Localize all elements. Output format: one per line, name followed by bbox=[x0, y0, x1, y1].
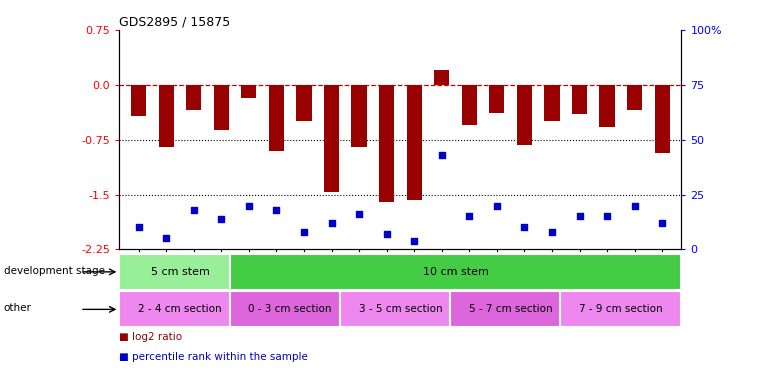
Bar bbox=[600, 85, 614, 127]
Bar bbox=[324, 85, 339, 192]
Text: 10 cm stem: 10 cm stem bbox=[423, 267, 488, 277]
Bar bbox=[351, 85, 367, 147]
Bar bbox=[186, 85, 201, 110]
Point bbox=[380, 231, 393, 237]
FancyBboxPatch shape bbox=[340, 291, 461, 327]
Point bbox=[490, 202, 503, 208]
Point bbox=[601, 213, 613, 219]
Bar bbox=[241, 85, 256, 98]
Point bbox=[298, 229, 310, 235]
Text: 5 cm stem: 5 cm stem bbox=[150, 267, 209, 277]
FancyBboxPatch shape bbox=[229, 291, 351, 327]
Point bbox=[463, 213, 475, 219]
FancyBboxPatch shape bbox=[119, 291, 240, 327]
Bar bbox=[517, 85, 532, 145]
Bar bbox=[544, 85, 560, 122]
Text: ■ percentile rank within the sample: ■ percentile rank within the sample bbox=[119, 352, 308, 363]
Bar bbox=[131, 85, 146, 116]
Point bbox=[408, 238, 420, 244]
Point bbox=[160, 236, 172, 242]
Bar bbox=[489, 85, 504, 112]
Point bbox=[546, 229, 558, 235]
Text: other: other bbox=[4, 303, 32, 313]
Bar bbox=[269, 85, 284, 151]
Point bbox=[326, 220, 338, 226]
Text: development stage: development stage bbox=[4, 266, 105, 276]
Point bbox=[436, 152, 448, 158]
Point bbox=[132, 224, 145, 230]
FancyBboxPatch shape bbox=[561, 291, 681, 327]
Bar bbox=[159, 85, 174, 147]
Text: 5 - 7 cm section: 5 - 7 cm section bbox=[469, 304, 552, 314]
Bar bbox=[379, 85, 394, 202]
Bar bbox=[214, 85, 229, 130]
Bar bbox=[434, 70, 450, 85]
Bar bbox=[407, 85, 422, 200]
Text: 0 - 3 cm section: 0 - 3 cm section bbox=[249, 304, 332, 314]
Text: 2 - 4 cm section: 2 - 4 cm section bbox=[138, 304, 222, 314]
Text: 3 - 5 cm section: 3 - 5 cm section bbox=[359, 304, 442, 314]
Bar bbox=[572, 85, 587, 114]
Point bbox=[628, 202, 641, 208]
Text: 7 - 9 cm section: 7 - 9 cm section bbox=[579, 304, 663, 314]
Bar bbox=[462, 85, 477, 125]
Point bbox=[270, 207, 283, 213]
Bar bbox=[654, 85, 670, 153]
Text: GDS2895 / 15875: GDS2895 / 15875 bbox=[119, 16, 230, 29]
Point bbox=[518, 224, 531, 230]
Bar bbox=[296, 85, 312, 122]
Point bbox=[353, 211, 365, 217]
FancyBboxPatch shape bbox=[229, 254, 681, 290]
Point bbox=[243, 202, 255, 208]
Point bbox=[574, 213, 586, 219]
Point bbox=[188, 207, 200, 213]
Point bbox=[215, 216, 227, 222]
Bar bbox=[627, 85, 642, 110]
FancyBboxPatch shape bbox=[119, 254, 240, 290]
FancyBboxPatch shape bbox=[450, 291, 571, 327]
Point bbox=[656, 220, 668, 226]
Text: ■ log2 ratio: ■ log2 ratio bbox=[119, 332, 182, 342]
